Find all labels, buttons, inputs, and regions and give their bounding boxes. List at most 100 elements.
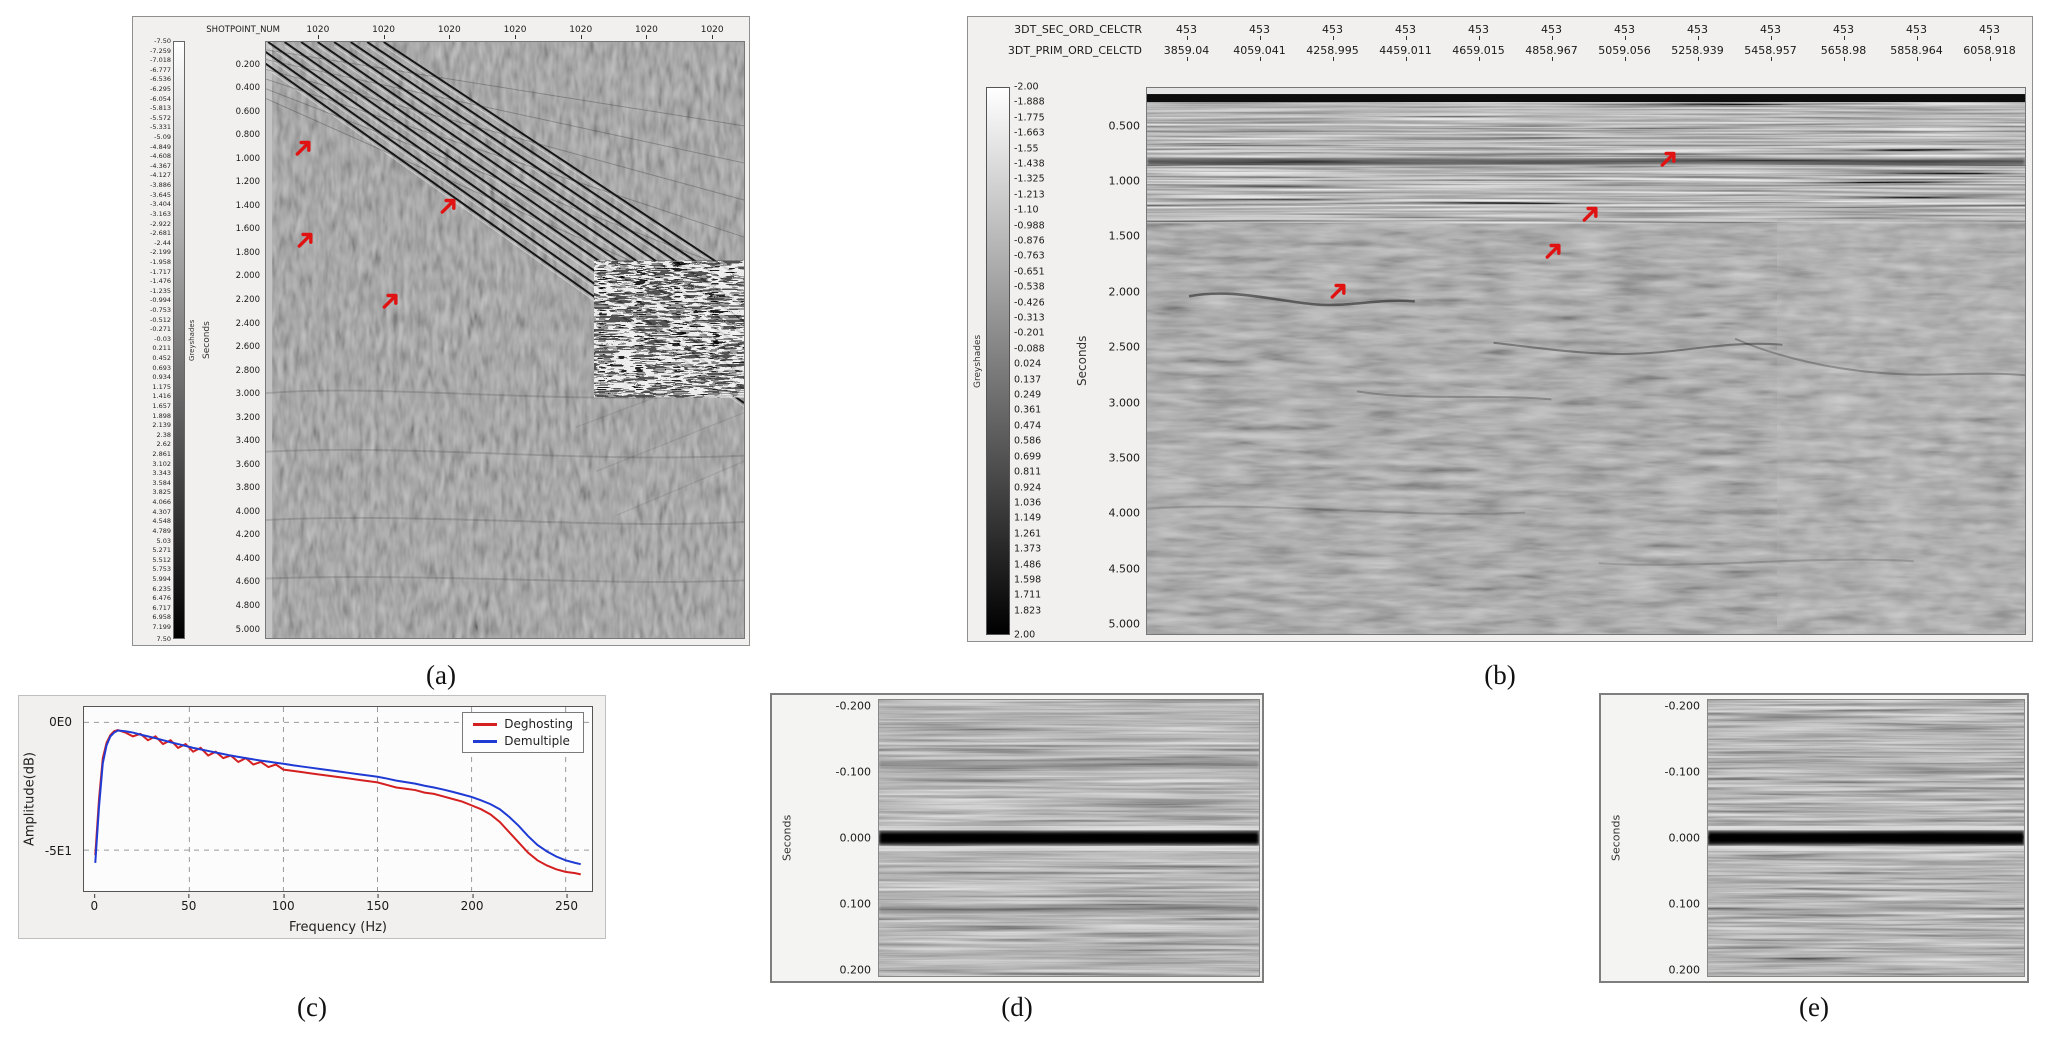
colorbar-tick-label: -1.476 <box>150 276 171 285</box>
colorbar-tick-label: 3.343 <box>152 469 171 478</box>
colorbar-tick-label: -1.958 <box>150 257 171 266</box>
colorbar-tick-label: -0.876 <box>1014 235 1045 247</box>
time-tick-label: -0.200 <box>835 699 871 713</box>
shotpoint-value: 1020 <box>285 25 351 39</box>
legend-item: Demultiple <box>473 734 573 748</box>
time-tick-label: 2.600 <box>235 341 260 352</box>
colorbar-tick-label: -0.201 <box>1014 327 1045 339</box>
colorbar-tick-label: 1.711 <box>1014 589 1042 601</box>
prim-ord-value: 4459.011 <box>1369 44 1442 61</box>
seismic-shot-gather-graphic <box>266 42 744 638</box>
prim-ord-value: 5258.939 <box>1661 44 1734 61</box>
colorbar-tick-label: 1.149 <box>1014 512 1042 524</box>
sec-ord-value: 453 <box>1296 23 1369 40</box>
colorbar-tick-label: -7.259 <box>150 46 171 55</box>
colorbar-tick-label: 5.03 <box>156 536 171 545</box>
colorbar-tick-label: 2.62 <box>156 440 171 449</box>
time-tick-label: -0.100 <box>1664 765 1700 779</box>
seismic-section-graphic <box>1147 88 2025 634</box>
greyscale-colorbar <box>986 87 1010 635</box>
caption-d: (d) <box>1001 992 1033 1022</box>
colorbar-tick-label: -4.849 <box>150 142 171 151</box>
time-tick-label: 2.800 <box>235 365 260 376</box>
time-tick-label: 4.600 <box>235 577 260 588</box>
colorbar-tick-label: 4.548 <box>152 517 171 526</box>
caption-a: (a) <box>426 660 456 690</box>
colorbar-tick-label: -1.717 <box>150 267 171 276</box>
colorbar-tick-label: 1.823 <box>1014 605 1042 616</box>
colorbar-tick-label: 2.00 <box>1014 629 1036 641</box>
autocorrelation-image-after <box>1707 699 2025 977</box>
time-tick-label: 4.800 <box>235 600 260 611</box>
colorbar-tick-labels: -2.00 -1.888 -1.775 -1.663 -1.55 -1.438 -1.325… <box>1010 82 1056 639</box>
colorbar-tick-label: 4.066 <box>152 497 171 506</box>
sec-ord-value: 453 <box>1953 23 2026 40</box>
legend: Deghosting Demultiple <box>462 712 584 753</box>
colorbar-tick-label: -0.088 <box>1014 343 1045 355</box>
header-title: 3DT_SEC_ORD_CELCTR <box>1014 23 1142 36</box>
colorbar-tick-label: 1.261 <box>1014 528 1042 539</box>
annotation-arrow-icon: ➜ <box>369 280 410 321</box>
prim-ord-value: 5458.957 <box>1734 44 1807 61</box>
time-tick-label: 1.500 <box>1108 229 1141 243</box>
colorbar-tick-label: 1.486 <box>1014 558 1042 570</box>
time-tick-label: 1.400 <box>235 200 260 211</box>
time-tick-label: 4.500 <box>1108 562 1141 576</box>
colorbar-axis-label: Greyshades <box>188 319 196 361</box>
time-tick-label: 0.100 <box>839 897 872 911</box>
colorbar-tick-labels: -7.50 -7.259 -7.018 -6.777 -6.536 -6.295 -6.05… <box>135 38 173 642</box>
time-tick-label: 2.000 <box>235 271 260 282</box>
x-tick-label: 100 <box>271 894 295 913</box>
colorbar-tick-label: 1.036 <box>1014 497 1042 509</box>
annotation-arrow-icon: ➜ <box>1532 230 1573 271</box>
time-tick-label: 0.200 <box>839 963 872 977</box>
colorbar-tick-label: -6.054 <box>150 94 171 103</box>
prim-ord-value: 4258.995 <box>1296 44 1369 61</box>
colorbar-tick-label: -0.753 <box>150 305 171 314</box>
time-axis-label: Seconds <box>780 814 794 862</box>
spectrum-plot <box>84 707 592 891</box>
colorbar-tick-label: 6.958 <box>152 613 171 622</box>
colorbar-tick-label: -0.271 <box>150 324 171 333</box>
x-tick-label: 150 <box>366 894 390 913</box>
colorbar-tick-label: 0.452 <box>152 353 171 362</box>
prim-ord-value: 5658.98 <box>1807 44 1880 61</box>
panel-b-header-row2: 3DT_PRIM_ORD_CELCTD 3859.04 4059.041 4258.… <box>970 40 2026 61</box>
annotation-arrow-icon: ➜ <box>1647 138 1688 179</box>
shotpoint-value: 1020 <box>679 25 745 39</box>
colorbar-tick-label: -1.325 <box>1014 173 1045 185</box>
autocorrelation-image-before <box>878 699 1260 977</box>
prim-ord-values: 3859.04 4059.041 4258.995 4459.011 4659.015 4… <box>1150 44 2026 61</box>
sec-ord-values: 453 453 453 453 453 453 453 453 453 453 453 453 <box>1150 23 2026 40</box>
y-tick-label: -5E1 <box>44 843 72 858</box>
colorbar-tick-label: -6.536 <box>150 75 171 84</box>
time-tick-label: 1.200 <box>235 177 260 187</box>
colorbar-tick-label: -6.777 <box>150 65 171 74</box>
sec-ord-value: 453 <box>1880 23 1953 40</box>
x-tick-labels: 0 50 100 150 200 250 <box>83 894 593 913</box>
colorbar-tick-label: 3.102 <box>152 459 171 468</box>
sec-ord-value: 453 <box>1369 23 1442 40</box>
sec-ord-value: 453 <box>1223 23 1296 40</box>
time-tick-label: 3.000 <box>1108 396 1141 409</box>
time-tick-label: 3.000 <box>235 388 260 399</box>
colorbar-tick-label: -6.295 <box>150 84 171 93</box>
colorbar-tick-label: 1.175 <box>152 382 171 391</box>
sec-ord-value: 453 <box>1515 23 1588 40</box>
time-tick-label: 3.600 <box>235 459 260 470</box>
colorbar-tick-label: -1.235 <box>150 286 171 295</box>
time-tick-label: 0.000 <box>839 831 872 845</box>
colorbar-tick-label: -1.663 <box>1014 127 1045 139</box>
colorbar-tick-label: -1.888 <box>1014 96 1045 108</box>
time-tick-label: 1.000 <box>235 153 260 164</box>
time-axis-label: Seconds <box>202 321 212 359</box>
colorbar-tick-label: -2.00 <box>1014 81 1039 93</box>
header-title: 3DT_PRIM_ORD_CELCTD <box>1007 44 1142 57</box>
colorbar-tick-label: -2.199 <box>150 248 171 257</box>
colorbar-tick-label: -4.127 <box>150 171 171 180</box>
panel-e-autocorrelation: Seconds -0.200 -0.100 0.000 0.100 0.200 <box>1599 693 2029 983</box>
colorbar-tick-label: -4.367 <box>150 161 171 170</box>
annotation-arrow-icon: ➜ <box>284 219 325 260</box>
caption-c: (c) <box>297 992 327 1022</box>
shotpoint-value: 1020 <box>351 25 417 39</box>
